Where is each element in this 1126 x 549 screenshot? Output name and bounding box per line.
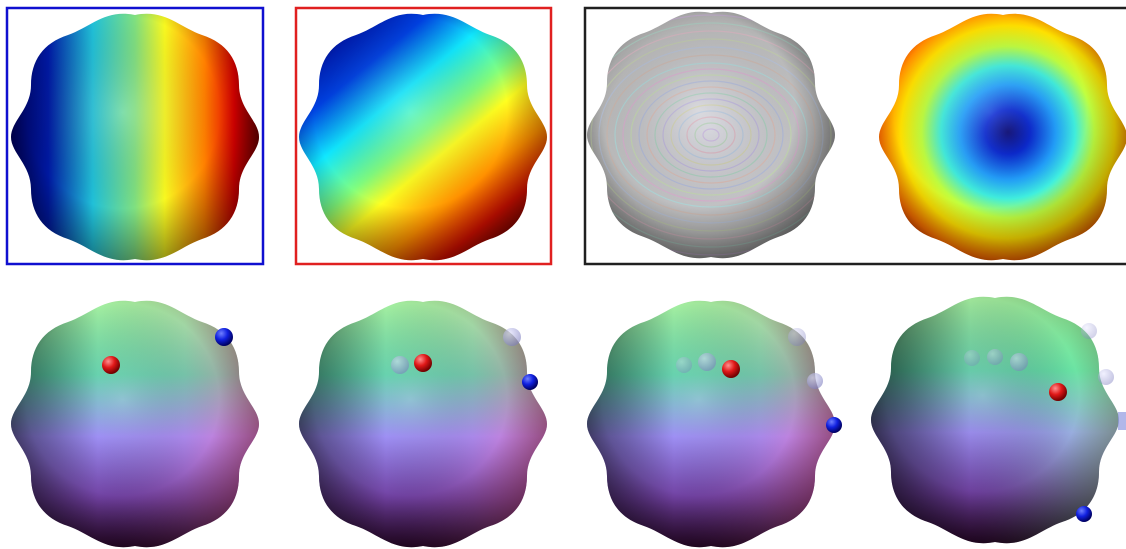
panel-cd-frame: [583, 6, 1126, 266]
panel-a: [5, 6, 265, 266]
blue-marker: [1076, 506, 1092, 522]
red-marker: [1049, 383, 1067, 401]
panel-b: [294, 6, 553, 266]
ghost-marker: [676, 357, 692, 373]
ghost-marker: [503, 328, 521, 346]
panel-a-surface: [11, 13, 259, 261]
ghost-marker: [1118, 412, 1126, 430]
red-marker: [722, 360, 740, 378]
panel-b-frame: [294, 6, 553, 266]
ghost-marker: [698, 353, 716, 371]
blue-marker: [215, 328, 233, 346]
ghost-marker: [964, 350, 980, 366]
ghost-marker: [1010, 353, 1028, 371]
panel-a-frame: [5, 6, 265, 266]
panel-c-surface: [587, 11, 835, 259]
panel-b-surface: [299, 13, 547, 261]
blue-marker: [826, 417, 842, 433]
panel-d-surface: [879, 13, 1126, 261]
ghost-marker: [788, 328, 806, 346]
ghost-marker: [987, 349, 1003, 365]
blue-marker: [522, 374, 538, 390]
red-marker: [414, 354, 432, 372]
red-marker: [102, 356, 120, 374]
ghost-marker: [1098, 369, 1114, 385]
ghost-marker: [391, 356, 409, 374]
ghost-marker: [1081, 323, 1097, 339]
ghost-marker: [807, 373, 823, 389]
